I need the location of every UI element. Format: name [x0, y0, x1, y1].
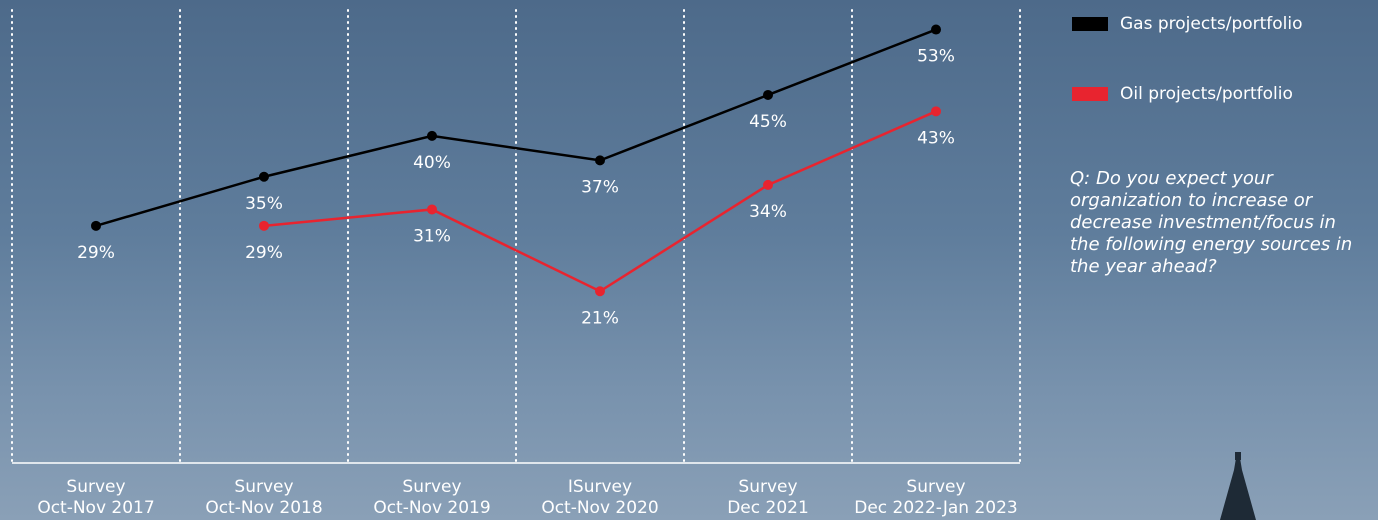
- data-point: [91, 221, 101, 231]
- data-point: [931, 25, 941, 35]
- data-label: 29%: [245, 243, 283, 263]
- series-line: [264, 111, 936, 291]
- data-label: 40%: [413, 153, 451, 173]
- legend-swatch: [1072, 17, 1108, 31]
- x-tick-label: Oct-Nov 2018: [205, 498, 322, 518]
- question-note: Q: Do you expect your organization to in…: [1070, 168, 1370, 278]
- data-label: 53%: [917, 47, 955, 67]
- x-tick-label: Oct-Nov 2017: [37, 498, 154, 518]
- data-label: 45%: [749, 112, 787, 132]
- x-tick-label: ISurvey: [568, 477, 632, 497]
- rig: [1220, 452, 1256, 520]
- data-label: 21%: [581, 308, 619, 328]
- data-label: 29%: [77, 243, 115, 263]
- x-tick-label: Survey: [738, 477, 797, 497]
- x-tick-label: Survey: [402, 477, 461, 497]
- data-label: 31%: [413, 226, 451, 246]
- data-label: 34%: [749, 202, 787, 222]
- x-tick-label: Oct-Nov 2019: [373, 498, 490, 518]
- x-tick-label: Survey: [234, 477, 293, 497]
- x-tick-label: Dec 2022-Jan 2023: [854, 498, 1018, 518]
- x-tick-label: Dec 2021: [727, 498, 809, 518]
- legend-label: Oil projects/portfolio: [1120, 84, 1293, 104]
- legend-swatch: [1072, 87, 1108, 101]
- data-point: [595, 155, 605, 165]
- data-point: [763, 180, 773, 190]
- data-label: 35%: [245, 194, 283, 214]
- data-point: [427, 204, 437, 214]
- x-tick-label: Oct-Nov 2020: [541, 498, 658, 518]
- data-point: [259, 221, 269, 231]
- x-tick-label: Survey: [66, 477, 125, 497]
- data-point: [427, 131, 437, 141]
- data-label: 43%: [917, 128, 955, 148]
- legend-label: Gas projects/portfolio: [1120, 14, 1303, 34]
- x-tick-label: Survey: [906, 477, 965, 497]
- page: {"chart_data": {"type": "line", "categor…: [0, 0, 1378, 520]
- data-point: [595, 286, 605, 296]
- data-point: [763, 90, 773, 100]
- data-point: [931, 106, 941, 116]
- data-label: 37%: [581, 177, 619, 197]
- data-point: [259, 172, 269, 182]
